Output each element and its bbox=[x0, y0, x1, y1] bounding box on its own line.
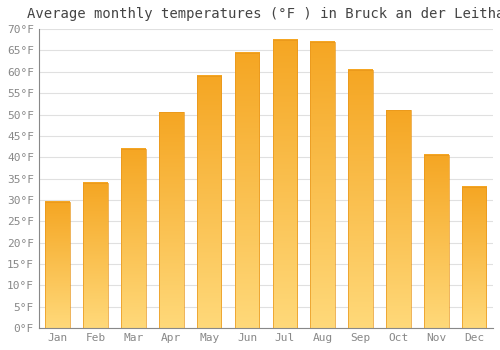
Bar bbox=[159, 112, 184, 328]
Title: Average monthly temperatures (°F ) in Bruck an der Leitha: Average monthly temperatures (°F ) in Br… bbox=[27, 7, 500, 21]
Bar bbox=[46, 202, 70, 328]
Bar bbox=[84, 183, 108, 328]
Bar bbox=[348, 70, 373, 328]
Bar bbox=[386, 110, 410, 328]
Bar bbox=[424, 155, 448, 328]
Bar bbox=[197, 76, 222, 328]
Bar bbox=[272, 40, 297, 328]
Bar bbox=[462, 187, 486, 328]
Bar bbox=[310, 42, 335, 328]
Bar bbox=[234, 52, 260, 328]
Bar bbox=[121, 149, 146, 328]
